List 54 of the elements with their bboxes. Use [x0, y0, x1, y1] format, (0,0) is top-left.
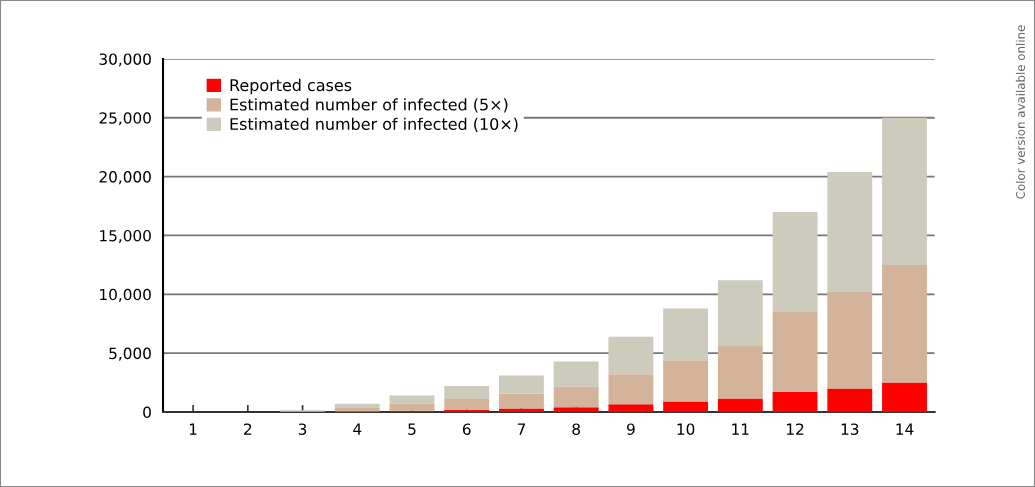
x-tick-label: 1 — [189, 423, 197, 435]
x-tick-label: 6 — [462, 423, 471, 435]
legend-label: Reported cases — [230, 78, 352, 95]
bar — [772, 391, 818, 412]
bar — [663, 401, 709, 412]
bar — [827, 291, 873, 389]
x-tick-label: 3 — [298, 423, 307, 435]
bar — [389, 395, 435, 404]
bar — [444, 399, 490, 410]
bar — [553, 361, 599, 387]
y-tick-label: 20,000 — [99, 171, 151, 185]
y-tick-label: 0 — [143, 406, 151, 419]
bar — [882, 117, 927, 265]
bar — [827, 171, 873, 292]
y-tick-label: 10,000 — [100, 288, 151, 302]
bar — [772, 311, 818, 392]
bar — [499, 408, 544, 412]
y-tick-label: 30,000 — [99, 53, 151, 67]
x-tick-label: 2 — [244, 423, 252, 435]
x-tick-label: 7 — [517, 423, 525, 435]
x-tick-label: 13 — [841, 423, 859, 435]
bar — [499, 375, 544, 394]
bar — [772, 211, 818, 312]
bar — [553, 407, 599, 412]
bar — [608, 336, 654, 375]
bar — [663, 360, 709, 402]
bar — [717, 346, 763, 399]
x-tick-label: 4 — [353, 423, 362, 435]
y-tick-label: 25,000 — [99, 112, 151, 126]
bar — [553, 386, 599, 408]
text: Color version available online — [1015, 25, 1025, 199]
x-tick-label: 10 — [677, 423, 695, 435]
x-tick-label: 5 — [408, 423, 416, 435]
bar — [608, 404, 654, 412]
x-tick-label: 9 — [626, 423, 635, 435]
bar — [717, 398, 763, 412]
x-tick-label: 11 — [732, 423, 749, 435]
bar — [663, 308, 709, 361]
bar — [608, 374, 654, 405]
bar — [717, 280, 763, 347]
bar — [882, 264, 927, 383]
x-tick-label: 8 — [572, 423, 580, 435]
bar — [334, 403, 380, 408]
legend-label: Estimated number of infected (5×) — [230, 98, 508, 113]
x-tick-label: 12 — [787, 423, 804, 435]
bar — [882, 382, 927, 412]
x-tick-label: 14 — [896, 423, 914, 435]
y-tick-label: 5,000 — [109, 347, 151, 361]
bar — [499, 393, 544, 409]
legend-label: Estimated number of infected (10×) — [230, 117, 518, 132]
bar — [389, 403, 435, 411]
bar — [444, 386, 490, 400]
bar — [827, 388, 873, 412]
y-tick-label: 15,000 — [100, 229, 151, 244]
